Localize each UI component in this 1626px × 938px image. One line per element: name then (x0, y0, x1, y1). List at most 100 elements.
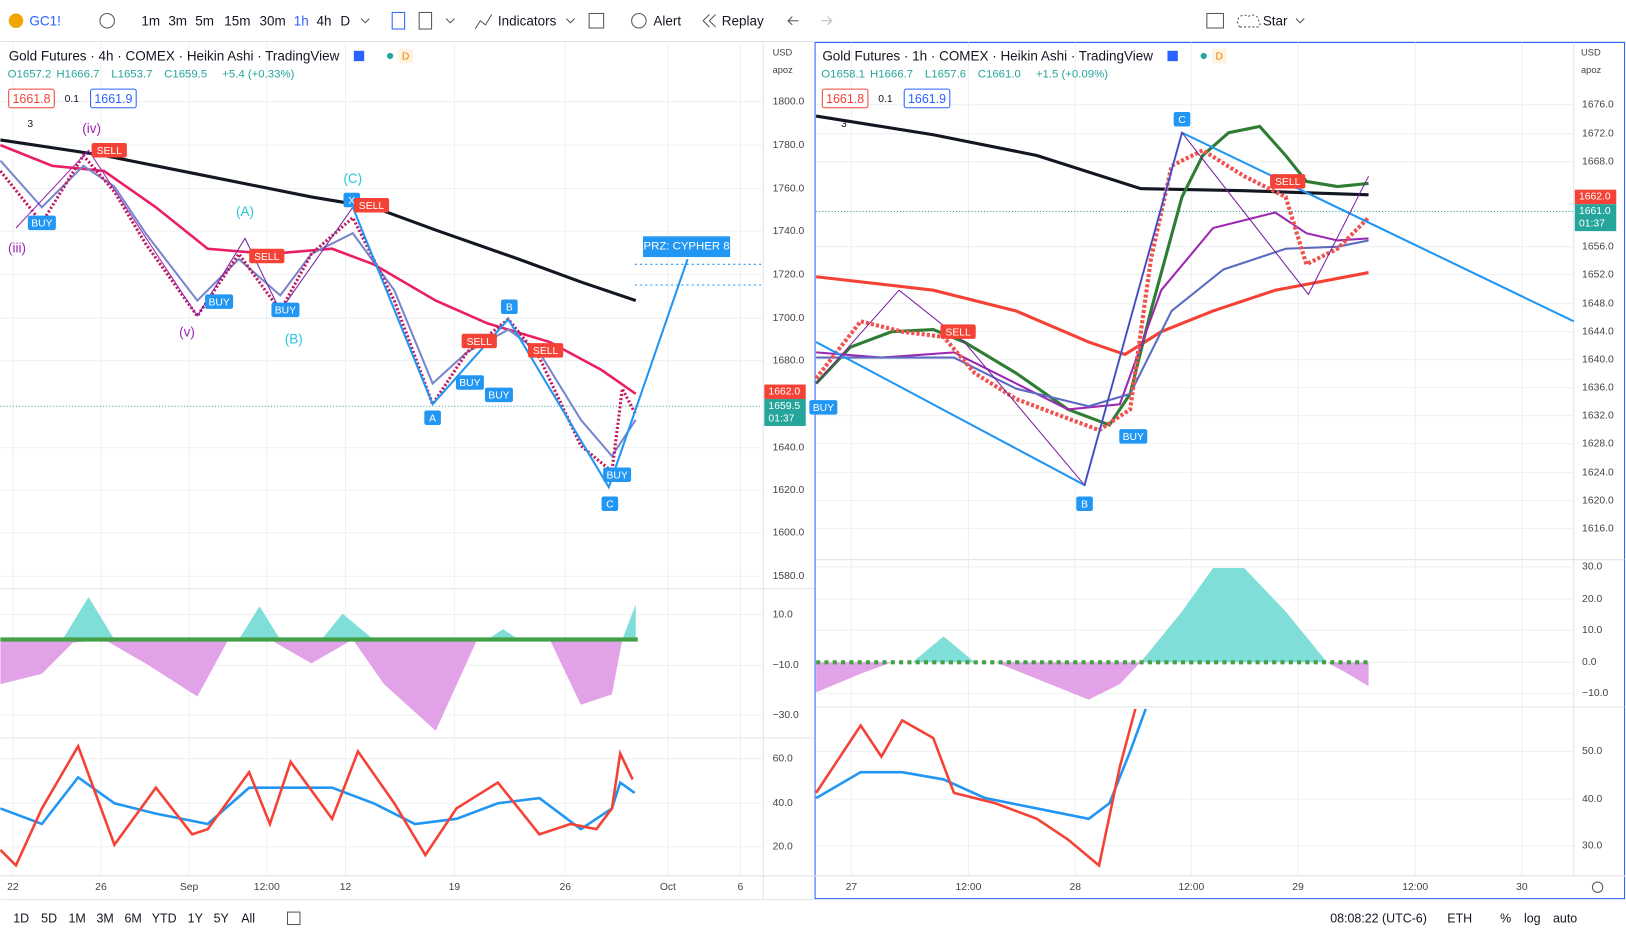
templates[interactable] (588, 12, 605, 29)
alert[interactable]: Alert (653, 13, 681, 28)
moving-average (815, 114, 1369, 197)
interval[interactable]: 1h (294, 13, 309, 28)
right-chart (814, 114, 1575, 868)
bid-box[interactable] (8, 88, 55, 109)
moving-average (814, 124, 1369, 427)
interval[interactable]: 3m (168, 13, 187, 28)
interval[interactable]: 1m (141, 13, 160, 28)
time-tick-label: 12:00 (1178, 882, 1204, 893)
range-button[interactable]: 3M (96, 912, 113, 926)
price-tick-label: 1640.0 (773, 442, 805, 453)
time-tick-label: 29 (1292, 882, 1304, 893)
pane-headers: Gold Futures · 4h · COMEX · Heikin Ashi … (8, 47, 1602, 130)
rsi (0, 743, 634, 868)
time-tick-label: Sep (180, 882, 199, 893)
price-tick-label: 1668.0 (1582, 156, 1614, 167)
close-price: 1661.0 (1579, 206, 1611, 217)
ohlc: L1657.6 (925, 69, 966, 81)
bid: 1661.8 (826, 92, 864, 106)
interval[interactable]: 15m (224, 13, 250, 28)
signal-label: BUY (275, 306, 296, 317)
signal-label: X (348, 196, 355, 207)
dropdown[interactable] (360, 18, 370, 24)
close-price-box (764, 399, 806, 426)
prz-label: PRZ: CYPHER 8 (644, 241, 730, 253)
bottom-auto[interactable]: auto (1553, 912, 1577, 926)
signal-label-box (601, 496, 619, 511)
signal-label: B (506, 303, 513, 314)
indicators[interactable]: Indicators (498, 13, 557, 28)
dropdown[interactable] (565, 18, 575, 24)
signal-label-box (271, 302, 300, 318)
price-tick-label: 1700.0 (773, 313, 805, 324)
range-button[interactable]: YTD (152, 912, 177, 926)
dropdown[interactable] (445, 18, 455, 24)
date-range-icon[interactable] (286, 911, 301, 926)
ask-box[interactable] (903, 88, 951, 109)
indicators-icon (474, 14, 493, 30)
bar-type[interactable] (418, 11, 433, 30)
interval[interactable]: 30m (260, 13, 286, 28)
alert-icon (631, 12, 647, 29)
signal-label-box (527, 343, 564, 358)
range-button[interactable]: 1Y (188, 912, 204, 926)
settings[interactable] (1591, 881, 1604, 893)
time-tick-label: 12 (340, 882, 352, 893)
signal-label: SELL (254, 252, 280, 263)
signal-label: BUY (813, 403, 834, 414)
undo[interactable] (786, 16, 799, 26)
wave-label: (v) (179, 324, 195, 339)
bottom-log[interactable]: log (1524, 912, 1541, 926)
wave-line (815, 131, 1370, 487)
currency[interactable]: USD (1581, 47, 1601, 57)
signal-label-box (603, 467, 632, 482)
price-tick-label: −10.0 (1582, 688, 1608, 699)
wave-line (196, 206, 354, 317)
price-tick-label: 30.0 (1582, 840, 1602, 851)
chart-type[interactable] (391, 11, 406, 30)
range-button[interactable]: All (241, 912, 255, 926)
bottom-session[interactable]: ETH (1447, 912, 1472, 926)
price-tick-label: −10.0 (773, 660, 799, 671)
currency[interactable]: USD (773, 47, 793, 57)
scale-mode[interactable]: apoz (1581, 65, 1602, 75)
range-button[interactable]: 1D (13, 912, 29, 926)
price-candles (814, 147, 1371, 433)
prz-box (643, 236, 731, 258)
signal-label-box (91, 143, 127, 158)
pane-title: Gold Futures · 4h · COMEX · Heikin Ashi … (9, 49, 340, 64)
range-button[interactable]: 1M (68, 912, 85, 926)
signal-label-box (455, 375, 484, 390)
scale-mode[interactable]: apoz (773, 65, 794, 75)
symbol[interactable]: GC1! (29, 13, 60, 28)
interval[interactable]: 4h (317, 13, 332, 28)
layout-name[interactable]: Star (1263, 13, 1288, 28)
time-tick-label: 12:00 (254, 882, 280, 893)
replay[interactable]: Replay (722, 13, 764, 28)
price-tick-label: 1652.0 (1582, 269, 1614, 280)
signal-label-box (1076, 496, 1093, 511)
time-tick-label: 19 (449, 882, 461, 893)
bid-box[interactable] (821, 88, 869, 109)
add-symbol[interactable] (99, 12, 115, 29)
redo[interactable] (821, 16, 833, 26)
time-tick-label: 6 (738, 882, 744, 893)
dropdown[interactable] (1295, 18, 1305, 24)
ask-box[interactable] (90, 88, 137, 109)
bottom-percent[interactable]: % (1500, 912, 1511, 926)
signal-label-box (353, 197, 390, 213)
signal-label: BUY (208, 297, 229, 308)
range-button[interactable]: 6M (124, 912, 141, 926)
axes: 1800.0 1780.0 1760.0 1740.0 1720.0 1700.0 1680… (7, 96, 1617, 893)
interval[interactable]: D (340, 13, 350, 28)
range-button[interactable]: 5Y (214, 912, 230, 926)
range-button[interactable]: 5D (41, 912, 57, 926)
signal-label: BUY (31, 219, 52, 230)
last-price-box (1574, 189, 1617, 205)
harmonic-pattern (351, 206, 689, 490)
oscillator-histogram (816, 662, 1369, 700)
indicator-count: 3 (27, 119, 33, 130)
interval[interactable]: 5m (195, 13, 214, 28)
signal-label: SELL (533, 346, 559, 357)
layout-icon[interactable] (1206, 12, 1224, 29)
